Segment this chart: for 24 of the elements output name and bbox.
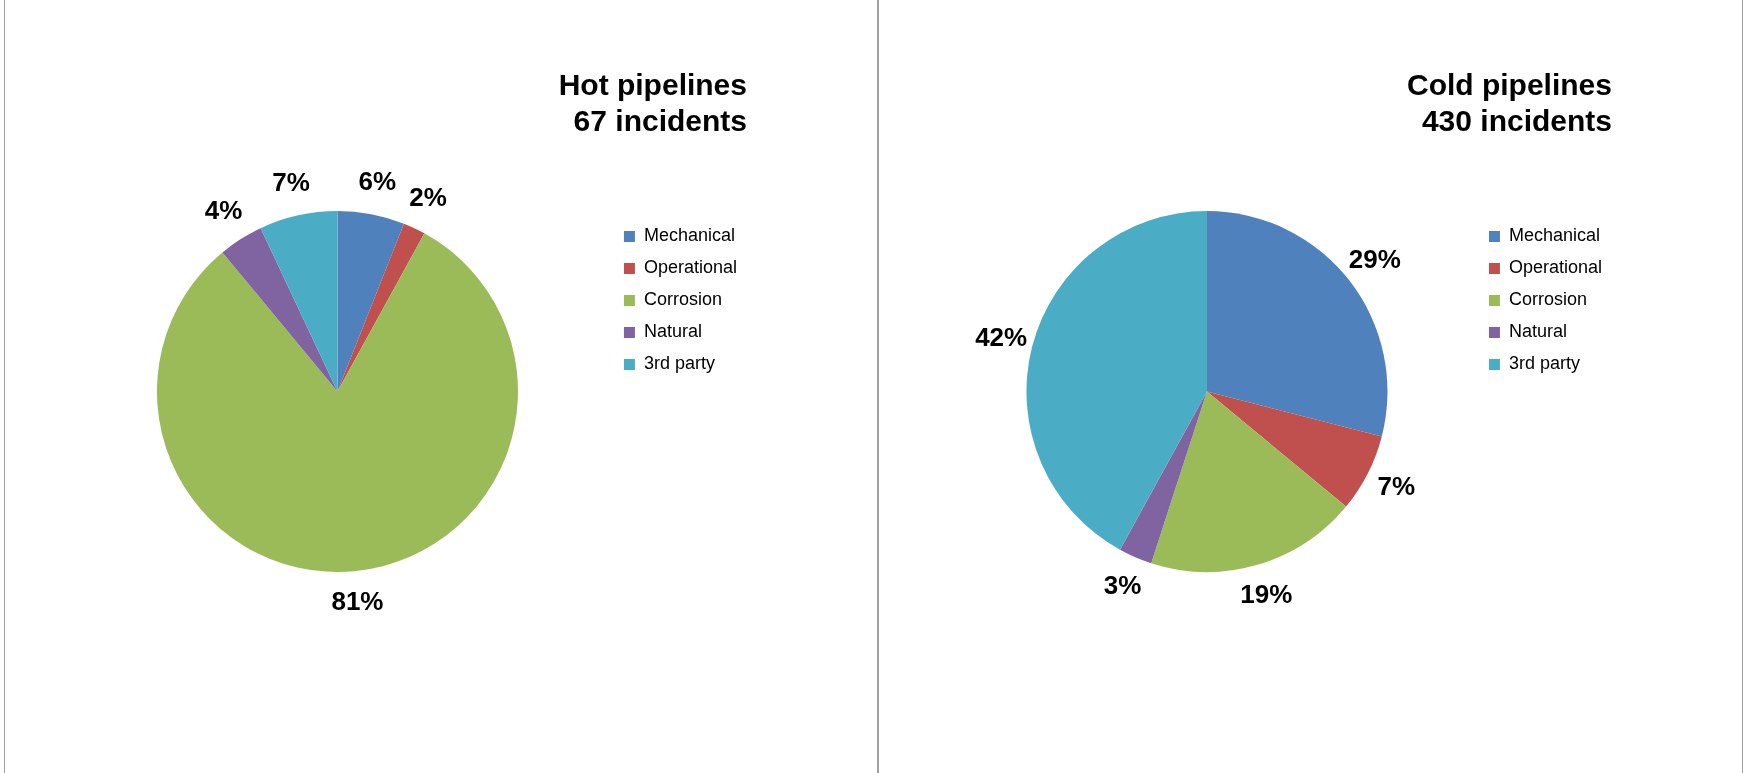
chart-title: Hot pipelines [558, 68, 747, 102]
data-label: 29% [1348, 244, 1401, 275]
data-label: 81% [331, 586, 384, 617]
data-label: 4% [204, 195, 243, 226]
data-label: 7% [1377, 471, 1416, 502]
data-label: 3% [1103, 569, 1142, 600]
legend-label: Operational [643, 257, 737, 278]
legend-label: 3rd party [643, 353, 715, 374]
legend-label: Natural [643, 321, 702, 342]
data-label: 19% [1240, 578, 1293, 609]
legend-label: 3rd party [1508, 353, 1580, 374]
legend-label: Corrosion [643, 289, 722, 310]
legend-label: Mechanical [1508, 225, 1600, 246]
data-label: 7% [272, 167, 310, 198]
legend-label: Corrosion [1508, 289, 1587, 310]
data-label: 2% [409, 182, 447, 213]
chart-title: Cold pipelines [1406, 68, 1612, 102]
data-label: 6% [358, 165, 397, 196]
chart-subtitle: 430 incidents [1421, 104, 1612, 138]
chart-subtitle: 67 incidents [573, 104, 747, 138]
legend-label: Natural [1508, 321, 1567, 342]
legend-label: Mechanical [643, 225, 735, 246]
legend-label: Operational [1508, 257, 1602, 278]
data-label: 42% [975, 321, 1028, 352]
